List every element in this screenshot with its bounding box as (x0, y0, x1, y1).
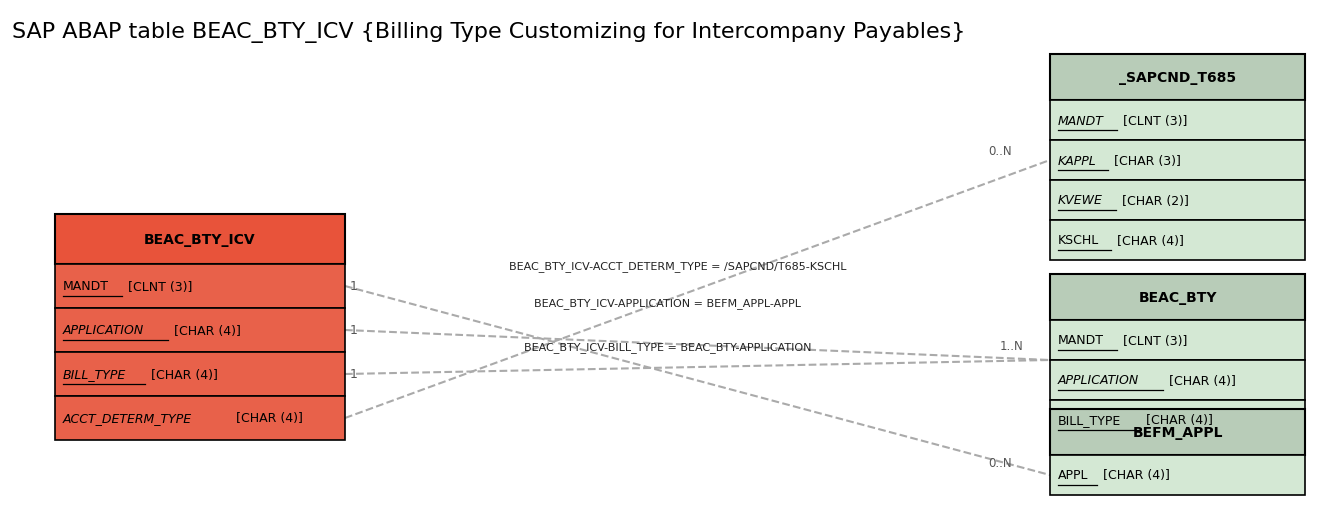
Text: [CLNT (3)]: [CLNT (3)] (124, 280, 193, 293)
Text: [CHAR (4)]: [CHAR (4)] (170, 324, 240, 337)
Bar (1050, 400, 1305, 440)
Bar (55, 308, 345, 352)
Text: ACCT_DETERM_TYPE: ACCT_DETERM_TYPE (63, 412, 192, 425)
Text: APPLICATION: APPLICATION (1058, 374, 1139, 387)
Text: BILL_TYPE: BILL_TYPE (1058, 414, 1122, 427)
Text: BILL_TYPE: BILL_TYPE (63, 368, 127, 381)
Text: MANDT: MANDT (63, 280, 110, 293)
Text: [CHAR (4)]: [CHAR (4)] (1114, 234, 1184, 247)
Text: [CHAR (4)]: [CHAR (4)] (1165, 374, 1235, 387)
Text: 0..N: 0..N (988, 144, 1012, 157)
Bar (1050, 360, 1305, 400)
Text: BEAC_BTY_ICV-APPLICATION = BEFM_APPL-APPL: BEAC_BTY_ICV-APPLICATION = BEFM_APPL-APP… (534, 297, 801, 308)
Text: [CHAR (4)]: [CHAR (4)] (1141, 414, 1213, 427)
Bar (1050, 181, 1305, 220)
Bar (1050, 455, 1305, 495)
Text: KAPPL: KAPPL (1058, 154, 1096, 167)
Text: 1..N: 1..N (1000, 340, 1024, 353)
Text: APPL: APPL (1058, 469, 1089, 482)
Text: BEAC_BTY: BEAC_BTY (1139, 291, 1217, 304)
Text: BEFM_APPL: BEFM_APPL (1132, 425, 1223, 439)
Text: [CHAR (4)]: [CHAR (4)] (1099, 469, 1170, 482)
Bar (55, 352, 345, 396)
Text: 0..N: 0..N (988, 457, 1012, 470)
Bar (1050, 220, 1305, 261)
Text: MANDT: MANDT (1058, 334, 1104, 347)
Text: [CHAR (4)]: [CHAR (4)] (147, 368, 218, 381)
Text: MANDT: MANDT (1058, 115, 1104, 127)
Bar (1050, 274, 1305, 320)
Text: BEAC_BTY_ICV-ACCT_DETERM_TYPE = /SAPCND/T685-KSCHL: BEAC_BTY_ICV-ACCT_DETERM_TYPE = /SAPCND/… (509, 261, 847, 271)
Bar (1050, 140, 1305, 181)
Bar (1050, 320, 1305, 360)
Text: [CHAR (3)]: [CHAR (3)] (1110, 154, 1181, 167)
Text: [CHAR (2)]: [CHAR (2)] (1118, 194, 1189, 207)
Bar (1050, 55, 1305, 101)
Text: 1: 1 (350, 368, 358, 381)
Text: KSCHL: KSCHL (1058, 234, 1099, 247)
Bar (55, 215, 345, 265)
Text: KVEWE: KVEWE (1058, 194, 1103, 207)
Text: BEAC_BTY_ICV-BILL_TYPE = BEAC_BTY-APPLICATION: BEAC_BTY_ICV-BILL_TYPE = BEAC_BTY-APPLIC… (523, 342, 811, 352)
Bar (55, 396, 345, 440)
Text: BEAC_BTY_ICV: BEAC_BTY_ICV (144, 233, 256, 246)
Bar (55, 265, 345, 308)
Text: _SAPCND_T685: _SAPCND_T685 (1119, 71, 1236, 85)
Text: 1: 1 (350, 324, 358, 337)
Text: [CHAR (4)]: [CHAR (4)] (231, 412, 303, 425)
Text: APPLICATION: APPLICATION (63, 324, 144, 337)
Text: SAP ABAP table BEAC_BTY_ICV {Billing Type Customizing for Intercompany Payables}: SAP ABAP table BEAC_BTY_ICV {Billing Typ… (12, 22, 966, 43)
Bar (1050, 101, 1305, 140)
Text: [CLNT (3)]: [CLNT (3)] (1119, 334, 1188, 347)
Text: [CLNT (3)]: [CLNT (3)] (1119, 115, 1188, 127)
Bar (1050, 409, 1305, 455)
Text: 1: 1 (350, 280, 358, 293)
